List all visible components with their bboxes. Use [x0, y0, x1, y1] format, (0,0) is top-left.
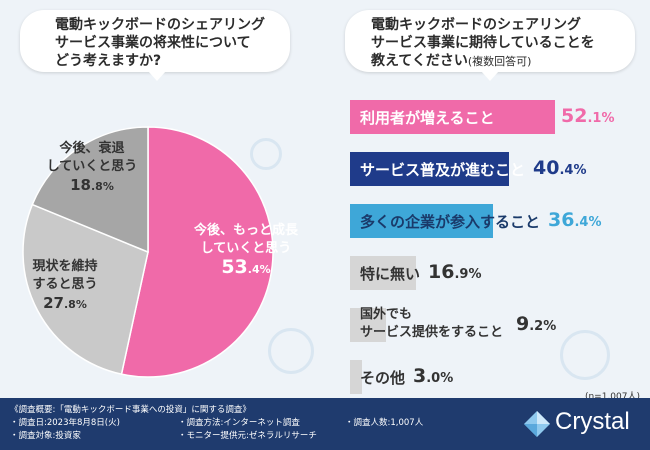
pie-value-maintain-int: 27 — [43, 294, 64, 312]
bar-2 — [350, 204, 494, 238]
pie-value-maintain-dec: .8 — [64, 298, 76, 311]
bar-5 — [350, 360, 362, 394]
bar-label-4: 国外でも サービス提供をすること — [360, 307, 504, 340]
bar-1 — [350, 152, 509, 186]
pie-label-decline-line-2: していくと思う — [46, 159, 138, 174]
right-question-sub: (複数回答可) — [467, 55, 532, 68]
right-question-bubble: 電動キックボードのシェアリング サービス事業に期待していることを 教えてください… — [345, 10, 635, 81]
pie-label-grow: 今後、もっと成長 していくと思う 53.4% — [186, 222, 306, 279]
pie-value-maintain-unit: % — [75, 298, 87, 311]
footer: 《調査概要:「電動キックボード事業への投資」に関する調査》 ・調査日:2023年… — [0, 398, 650, 450]
pie-label-grow-line-1: 今後、もっと成長 — [193, 223, 298, 238]
bar-value-4: 9.2% — [516, 313, 557, 335]
bar-value-2: 36.4% — [548, 209, 602, 231]
pie-value-decline-unit: % — [102, 180, 114, 193]
bar-0 — [350, 100, 555, 134]
pie-value-grow-dec: .4 — [247, 263, 260, 276]
pie-label-maintain-line-2: すると思う — [32, 277, 98, 292]
pie-label-maintain-line-1: 現状を維持 — [32, 259, 98, 274]
pie-slice-maintain — [22, 203, 149, 376]
bar-label-1: サービス普及が進むこと — [360, 161, 526, 179]
right-question-line-1: 電動キックボードのシェアリング — [371, 17, 581, 33]
bar-label-5: その他 — [360, 369, 406, 387]
survey-date: ・調査日:2023年8月8日(火) — [10, 418, 120, 428]
bar-label-0: 利用者が増えること — [360, 109, 495, 127]
survey-target: ・調査対象:投資家 — [10, 431, 81, 441]
pie-label-decline: 今後、衰退 していくと思う 18.8% — [42, 140, 142, 196]
bar-label-2: 多くの企業が参入すること — [360, 213, 541, 231]
left-bubble-tail — [148, 71, 166, 81]
right-question-line-3: 教えてください — [371, 53, 468, 69]
pie-value-decline-dec: .8 — [91, 180, 103, 193]
pie-value-grow-int: 53 — [221, 256, 248, 278]
pie-label-decline-line-1: 今後、衰退 — [59, 141, 125, 156]
bar-value-5: 3.0% — [413, 365, 454, 387]
background-wheel-center — [268, 328, 314, 374]
bar-4 — [350, 308, 387, 342]
left-question-line-1: 電動キックボードのシェアリング — [55, 17, 265, 33]
survey-method: ・調査方法:インターネット調査 — [178, 418, 300, 428]
survey-count: ・調査人数:1,007人 — [345, 418, 424, 428]
brand-name: Crystal — [555, 408, 630, 435]
right-question-line-2: サービス事業に期待していることを — [371, 35, 595, 51]
background-wheel-right — [560, 330, 610, 380]
pie-label-grow-line-2: していくと思う — [200, 241, 292, 256]
right-bubble-tail — [481, 71, 499, 81]
background-wheel-left — [250, 138, 282, 170]
sample-size-note: (n=1,007人) — [584, 392, 640, 402]
left-question-line-2: サービス事業の将来性について — [55, 35, 251, 51]
left-question-line-3: どう考えますか? — [55, 53, 162, 69]
pie-value-grow-unit: % — [259, 263, 271, 276]
bar-value-0: 52.1% — [561, 105, 615, 127]
left-question-bubble: 電動キックボードのシェアリング サービス事業の将来性について どう考えますか? — [20, 10, 290, 81]
bar-value-1: 40.4% — [533, 157, 587, 179]
crystal-logo-icon — [524, 411, 550, 437]
pie-value-decline-int: 18 — [70, 176, 91, 194]
pie-label-maintain: 現状を維持 すると思う 27.8% — [20, 258, 110, 314]
survey-monitor: ・モニター提供元:ゼネラルリサーチ — [178, 431, 317, 441]
bar-3 — [350, 256, 417, 290]
survey-title: 《調査概要:「電動キックボード事業への投資」に関する調査》 — [10, 405, 251, 415]
bar-label-3: 特に無い — [360, 265, 421, 283]
bar-value-3: 16.9% — [428, 261, 482, 283]
pie-slice-decline — [31, 126, 149, 254]
pie-slice-grow — [120, 126, 274, 378]
